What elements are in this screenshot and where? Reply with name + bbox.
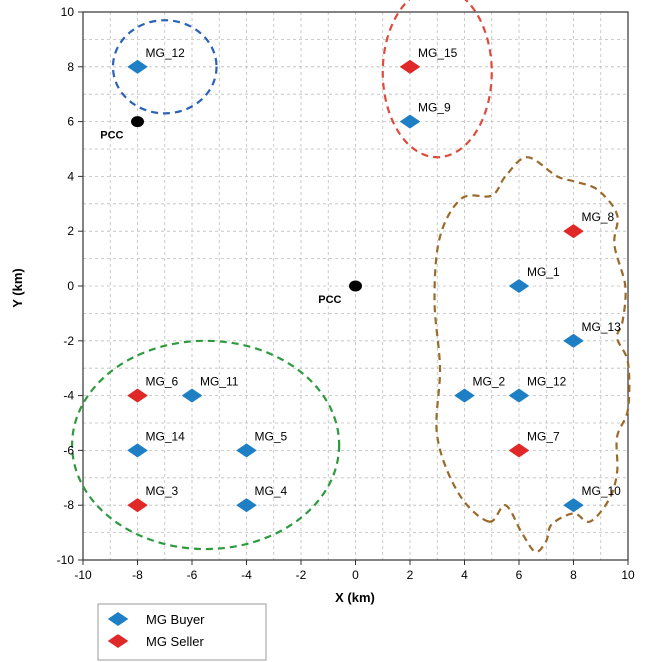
cluster-outline xyxy=(111,19,218,115)
cluster-outline xyxy=(71,339,341,551)
data-point-marker xyxy=(125,497,150,514)
data-point-label: MG_2 xyxy=(473,375,506,389)
y-tick-label: 4 xyxy=(67,169,74,183)
axis-ticks: -10 -8 -6 -4 -2 0 2 4 6 8 10 -10 -8 -6 -4 -2 0 2 4 6 8 10 xyxy=(57,5,635,582)
data-point-marker xyxy=(398,58,422,75)
y-tick-label: -4 xyxy=(63,389,74,403)
y-tick-label: 8 xyxy=(67,60,74,74)
data-point-marker xyxy=(125,58,150,75)
data-point-label: MG_12 xyxy=(146,46,186,60)
data-point-label: MG_15 xyxy=(418,46,458,60)
x-tick-label: 6 xyxy=(516,568,523,582)
data-point-marker xyxy=(452,387,477,404)
x-tick-label: 10 xyxy=(621,568,635,582)
x-tick-label: -2 xyxy=(296,568,307,582)
data-point-marker xyxy=(507,387,531,404)
data-point-label: MG_6 xyxy=(146,375,179,389)
data-point-marker xyxy=(234,497,259,514)
data-point-label: MG_9 xyxy=(418,101,451,115)
legend-box xyxy=(97,603,267,661)
data-point-label: MG_4 xyxy=(255,484,288,498)
y-tick-label: 6 xyxy=(67,115,74,129)
data-point-marker xyxy=(180,387,204,404)
x-tick-label: -8 xyxy=(132,568,143,582)
y-tick-label: -6 xyxy=(63,443,74,457)
x-tick-label: 8 xyxy=(570,568,577,582)
data-point-label: MG_7 xyxy=(527,429,560,443)
data-point-marker xyxy=(507,278,531,294)
data-point-marker xyxy=(125,442,150,459)
cluster-outlines xyxy=(71,0,631,553)
data-points: MG_12 MG_9 MG_1 MG_13 MG_2 MG_12 MG_10 MG_11 MG_… xyxy=(100,46,622,514)
y-tick-label: -2 xyxy=(63,334,74,348)
pcc-label: PCC xyxy=(100,130,123,142)
data-point-label: MG_10 xyxy=(582,484,622,498)
y-tick-label: 2 xyxy=(67,224,74,238)
data-point-marker xyxy=(561,332,586,349)
y-tick-label: 0 xyxy=(67,279,74,293)
x-tick-label: -10 xyxy=(74,568,92,582)
x-tick-label: -4 xyxy=(241,568,252,582)
data-point-marker xyxy=(561,497,586,514)
x-tick-label: -6 xyxy=(187,568,198,582)
legend-marker xyxy=(106,611,130,627)
grid xyxy=(82,11,629,561)
data-point-label: MG_12 xyxy=(527,375,567,389)
data-point-label: MG_11 xyxy=(200,375,239,389)
y-tick-label: -8 xyxy=(63,498,74,512)
data-point-label: MG_5 xyxy=(255,429,288,443)
y-tick-label: -10 xyxy=(57,553,75,567)
legend-label: MG Buyer xyxy=(146,612,205,627)
data-point-marker xyxy=(561,223,586,240)
pcc-label: PCC xyxy=(318,294,341,306)
x-axis-title: X (km) xyxy=(335,590,375,605)
data-point-marker xyxy=(234,442,259,459)
cluster-outline xyxy=(433,156,631,553)
y-axis-title: Y (km) xyxy=(10,268,25,308)
cluster-outline xyxy=(381,0,493,159)
legend: MG Buyer MG Seller xyxy=(97,603,267,661)
legend-marker xyxy=(106,633,130,649)
data-point-label: MG_1 xyxy=(527,265,560,279)
data-point-label: MG_3 xyxy=(146,484,179,498)
pcc-marker xyxy=(349,280,362,292)
pcc-marker xyxy=(131,116,144,128)
legend-label: MG Seller xyxy=(146,634,204,649)
x-tick-label: 0 xyxy=(352,568,359,582)
data-point-label: MG_8 xyxy=(582,210,615,224)
x-tick-label: 4 xyxy=(461,568,468,582)
data-point-marker xyxy=(125,387,150,404)
y-tick-label: 10 xyxy=(61,5,75,19)
data-point-label: MG_13 xyxy=(582,320,622,334)
data-point-marker xyxy=(398,113,422,130)
data-point-marker xyxy=(507,442,531,459)
data-point-label: MG_14 xyxy=(146,429,186,443)
x-tick-label: 2 xyxy=(407,568,414,582)
